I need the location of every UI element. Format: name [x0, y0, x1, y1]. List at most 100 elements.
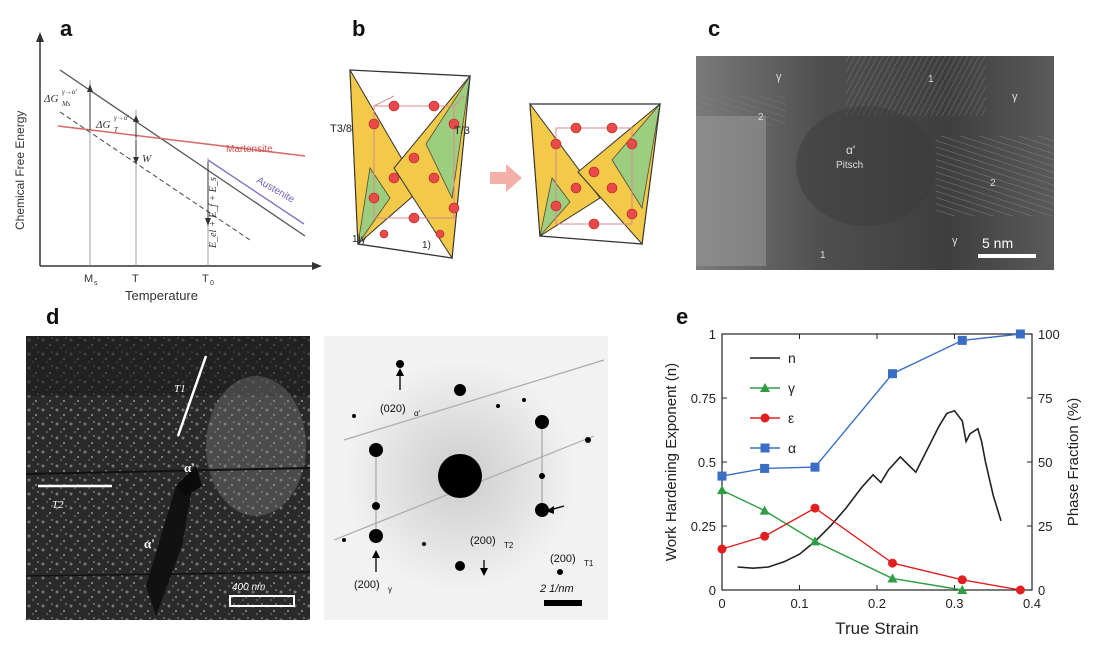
panel-b-t38: T3/8	[330, 123, 352, 135]
panel-d-200g: (200)	[354, 579, 380, 591]
legend-marker-α	[760, 443, 770, 453]
panel-d-t2: T2	[52, 499, 64, 511]
point-ε	[957, 575, 967, 585]
x-tick-label: 0.1	[790, 596, 808, 611]
legend-label-γ: γ	[788, 380, 795, 396]
panel-letter-b: b	[352, 16, 366, 41]
panel-a-energy: E_el + E_f + E_s	[208, 177, 219, 249]
panel-a-martensite: Martensite	[226, 144, 273, 155]
series-line-n	[737, 409, 1002, 570]
panel-c-scale-bar	[978, 254, 1036, 258]
y2-tick-label: 75	[1038, 391, 1052, 406]
panel-c-scale-label: 5 nm	[982, 235, 1013, 251]
point-γ	[810, 536, 820, 546]
panel-d-alpha1: α'	[184, 460, 195, 475]
y-tick-label: 1	[709, 327, 716, 342]
panel-a-dg-ms: ΔG	[43, 93, 58, 105]
point-ε	[760, 531, 770, 541]
panel-b-lattice: T3/8 T/3 1)γ 1)	[330, 69, 661, 260]
legend-label-α: α	[788, 440, 796, 456]
panel-a-w: W	[142, 153, 152, 165]
panel-d-020-sub: α'	[414, 409, 421, 418]
panel-d-200t1-sub: T1	[584, 559, 594, 568]
point-α	[888, 369, 897, 379]
panel-d-t1: T1	[174, 383, 186, 395]
panel-letter-c: c	[708, 16, 721, 41]
panel-c-gamma-a: γ	[776, 71, 782, 83]
panel-a-tick-t0-sub: 0	[210, 280, 214, 287]
legend-label-n: n	[788, 350, 796, 366]
legend-marker-γ	[760, 383, 770, 392]
point-ε	[810, 503, 820, 513]
panel-a-dg-t-sup: γ→α'	[114, 114, 129, 122]
panel-d-scale-bar	[229, 595, 295, 607]
panel-b-plane1: 1)γ	[352, 234, 366, 245]
panel-a-tick-ms: M	[84, 273, 93, 285]
y-tick-label: 0	[709, 583, 716, 598]
lattice-right	[529, 102, 661, 246]
series-line-ε	[721, 507, 1021, 591]
panel-a-schematic: Chemical Free Energy Temperature ΔG γ→α'…	[13, 32, 322, 303]
x-tick-label: 0.4	[1023, 596, 1041, 611]
series-line-α	[721, 333, 1021, 477]
panel-letter-a: a	[60, 16, 73, 41]
point-γ	[717, 485, 727, 495]
y-tick-label: 0.75	[691, 391, 716, 406]
panel-d-200t2: (200)	[470, 535, 496, 547]
panel-c-2a: 2	[758, 112, 764, 123]
y2-tick-label: 0	[1038, 583, 1045, 598]
panel-c-1b: 1	[820, 250, 826, 261]
legend-marker-ε	[760, 413, 770, 423]
series-line-γ	[721, 489, 963, 591]
point-α	[717, 471, 727, 481]
y-tick-label: 0.25	[691, 519, 716, 534]
panel-a-tick-ms-sub: s	[94, 280, 98, 287]
panel-letter-d: d	[46, 304, 60, 329]
panel-d-diff-scale-bar	[544, 600, 582, 606]
panel-d-diffraction-pattern: (020) α' (200) γ (200) T2 (200) T1 2 1/n…	[324, 336, 608, 620]
panel-a-tick-t0: T	[202, 273, 209, 285]
panel-c-2b: 2	[990, 178, 996, 189]
point-α	[810, 462, 820, 472]
panel-d-200t2-sub: T2	[504, 541, 514, 550]
t1-direction-line	[176, 355, 208, 437]
panel-d-scale-right: 2 1/nm	[539, 583, 574, 595]
panel-a-dg-t-sub: T	[114, 126, 119, 134]
panel-a-xlabel: Temperature	[125, 288, 198, 303]
panel-c-pitsch: Pitsch	[836, 160, 863, 171]
lattice-left: T3/8 T/3 1)γ 1)	[330, 69, 471, 260]
panel-a-dg-t: ΔG	[95, 119, 110, 131]
panel-e-chart: 0 0.1 0.2 0.3 0.400.250.50.7510255075100True…	[663, 327, 1082, 638]
x-tick-label: 0	[718, 596, 725, 611]
panel-a-dg-ms-sub: Ms	[61, 100, 71, 108]
panel-d-020: (020)	[380, 403, 406, 415]
panel-a-tick-t: T	[132, 273, 139, 285]
point-α	[1015, 329, 1025, 339]
y-axis-label: Work Hardening Exponent (n)	[663, 363, 680, 561]
y-tick-label: 0.5	[698, 455, 716, 470]
point-γ	[887, 573, 898, 583]
panel-d-scale-left: 400 nm	[232, 582, 265, 593]
legend-label-ε: ε	[788, 410, 794, 426]
panel-c-gamma-b: γ	[1012, 91, 1018, 103]
x-tick-label: 0.3	[945, 596, 963, 611]
point-ε	[1015, 585, 1025, 595]
panel-b-plane2: 1)	[422, 240, 431, 251]
panel-c-1a: 1	[928, 74, 934, 85]
panel-a-ylabel: Chemical Free Energy	[13, 111, 27, 230]
point-ε	[717, 544, 727, 554]
y2-tick-label: 50	[1038, 455, 1052, 470]
point-γ	[759, 505, 770, 515]
panel-a-austenite: Austenite	[255, 175, 297, 206]
point-γ	[957, 585, 968, 594]
point-α	[760, 463, 770, 473]
panel-c-hrtem-image: α' Pitsch 1 1 2 2 γ γ γ 5 nm	[696, 56, 1054, 270]
point-α	[957, 335, 967, 345]
transform-arrow-icon	[490, 164, 522, 192]
y2-tick-label: 25	[1038, 519, 1052, 534]
x-tick-label: 0.2	[868, 596, 886, 611]
y2-axis-label: Phase Fraction (%)	[1065, 398, 1082, 526]
panel-c-alpha: α'	[846, 143, 855, 157]
panel-d-200t1: (200)	[550, 553, 576, 565]
y2-tick-label: 100	[1038, 327, 1060, 342]
